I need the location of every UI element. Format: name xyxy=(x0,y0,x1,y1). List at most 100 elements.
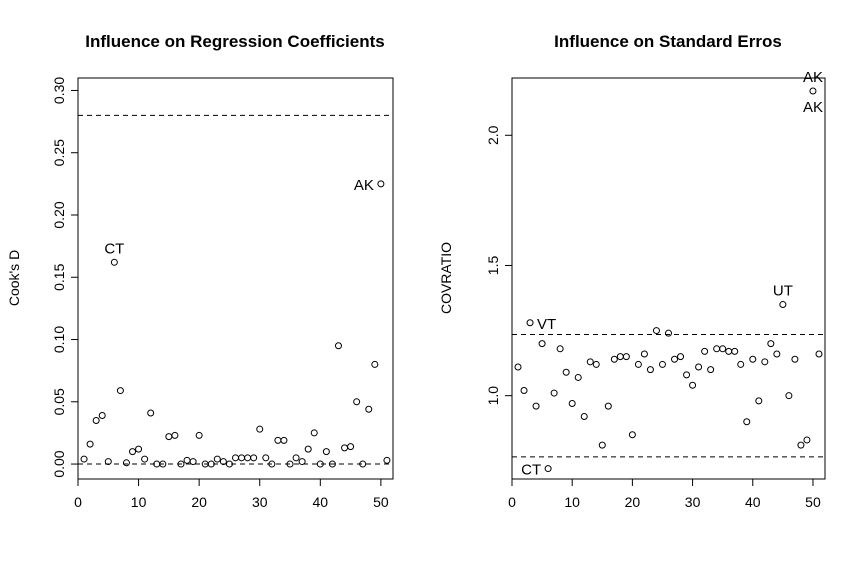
data-point xyxy=(347,443,355,451)
x-tick-label: 20 xyxy=(625,494,641,510)
data-point xyxy=(737,360,745,368)
data-point xyxy=(586,358,594,366)
panel-covratio: Influence on Standard Erros COVRATIO 0 10… xyxy=(438,32,826,510)
data-point xyxy=(371,360,379,368)
data-point xyxy=(219,458,227,466)
x-tick-label: 10 xyxy=(131,494,147,510)
data-point xyxy=(640,350,648,358)
data-point xyxy=(592,360,600,368)
y-axis-label: Cook's D xyxy=(6,250,22,306)
data-point xyxy=(377,180,385,188)
x-tick-label: 10 xyxy=(564,494,580,510)
point-labels: CT AK xyxy=(104,177,374,257)
y-tick-label: 2.0 xyxy=(485,125,501,145)
x-axis: 0 10 20 30 40 50 xyxy=(74,478,389,510)
data-point xyxy=(695,363,703,371)
chart-title: Influence on Regression Coefficients xyxy=(85,32,384,51)
data-point xyxy=(791,355,799,363)
data-point xyxy=(803,436,811,444)
data-point xyxy=(604,402,612,410)
y-axis: 0.00 0.05 0.10 0.15 0.20 0.25 0.30 xyxy=(51,77,79,478)
data-point xyxy=(815,350,823,358)
x-tick-label: 20 xyxy=(191,494,207,510)
data-point xyxy=(274,436,282,444)
y-tick-label: 0.20 xyxy=(51,201,67,228)
data-point xyxy=(646,366,654,374)
data-point xyxy=(683,371,691,379)
data-point xyxy=(238,454,246,462)
data-point xyxy=(743,418,751,426)
data-point xyxy=(310,429,318,437)
data-point xyxy=(341,444,349,452)
data-point xyxy=(135,445,143,453)
data-point xyxy=(568,399,576,407)
chart-title: Influence on Standard Erros xyxy=(554,32,782,51)
data-point xyxy=(359,460,367,468)
data-point xyxy=(353,398,361,406)
data-point xyxy=(767,340,775,348)
data-point xyxy=(671,355,679,363)
data-point xyxy=(616,353,624,361)
data-point xyxy=(719,345,727,353)
data-point xyxy=(268,460,276,468)
data-point xyxy=(207,460,215,468)
reference-lines xyxy=(512,333,825,458)
point-labels: VT CT UT AK AK xyxy=(521,69,823,479)
data-point xyxy=(785,392,793,400)
data-point xyxy=(165,433,173,441)
data-point xyxy=(92,416,100,424)
y-axis-label: COVRATIO xyxy=(438,242,454,314)
data-point xyxy=(383,456,391,464)
data-point xyxy=(773,350,781,358)
data-point xyxy=(574,373,582,381)
data-point xyxy=(322,448,330,456)
y-tick-label: 0.10 xyxy=(51,326,67,353)
data-point xyxy=(250,454,258,462)
data-point xyxy=(365,405,373,413)
y-tick-label: 0.15 xyxy=(51,263,67,290)
data-point xyxy=(779,301,787,309)
data-point xyxy=(177,460,185,468)
data-point xyxy=(755,397,763,405)
data-point xyxy=(701,347,709,355)
data-point xyxy=(334,342,342,350)
data-point xyxy=(652,327,660,335)
data-point xyxy=(544,465,552,473)
plot-frame xyxy=(77,77,394,480)
data-points xyxy=(80,180,391,468)
data-point xyxy=(761,358,769,366)
data-point xyxy=(232,454,239,462)
data-point xyxy=(286,460,294,468)
data-point xyxy=(628,431,636,439)
data-point xyxy=(213,455,221,463)
data-point xyxy=(797,441,805,449)
data-point xyxy=(610,355,618,363)
data-point xyxy=(526,319,534,327)
point-label: AK xyxy=(354,177,374,194)
point-label: CT xyxy=(521,462,541,479)
data-point xyxy=(116,387,124,395)
x-tick-label: 0 xyxy=(74,494,82,510)
data-point xyxy=(514,363,522,371)
data-point xyxy=(707,366,715,374)
data-point xyxy=(147,409,155,417)
reference-lines xyxy=(78,114,393,465)
point-label: AK xyxy=(803,69,823,86)
data-point xyxy=(328,460,336,468)
x-tick-label: 30 xyxy=(252,494,268,510)
data-point xyxy=(731,347,739,355)
data-point xyxy=(598,441,606,449)
x-axis: 0 10 20 30 40 50 xyxy=(508,478,821,510)
data-point xyxy=(316,460,324,468)
data-point xyxy=(98,411,106,419)
data-point xyxy=(725,347,733,355)
data-point xyxy=(189,458,197,466)
data-point xyxy=(562,368,570,376)
data-point xyxy=(171,431,179,439)
data-point xyxy=(304,445,312,453)
data-point xyxy=(86,440,94,448)
data-point xyxy=(159,460,167,468)
y-tick-label: 1.0 xyxy=(485,386,501,406)
data-point xyxy=(689,381,697,389)
